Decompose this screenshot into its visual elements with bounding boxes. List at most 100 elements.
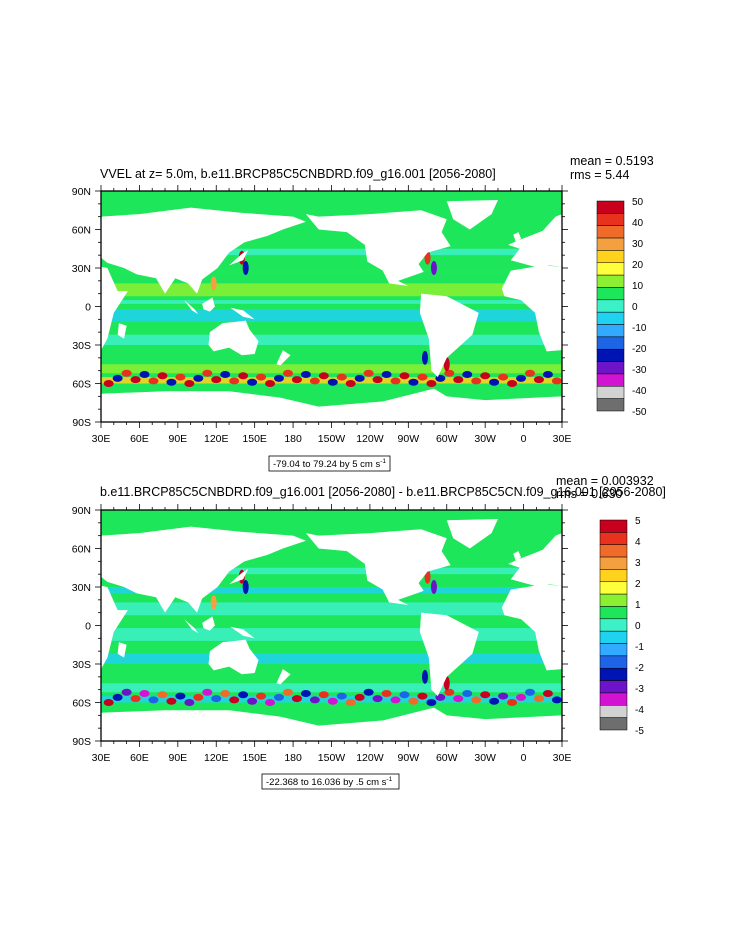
eddy-blob xyxy=(480,691,491,699)
info-label: -22.368 to 16.036 by .5 cm s-1 xyxy=(266,776,393,788)
ocean-band xyxy=(101,248,562,256)
colorbar: 50 40 30 20 10 0 -10 -20 -30 -40 -50 xyxy=(596,197,647,418)
x-tick-label: 120E xyxy=(204,433,229,445)
ocean-band xyxy=(101,619,562,623)
y-tick-label: 30S xyxy=(72,340,91,352)
colorbar: 5 4 3 2 1 0 -1 -2 -3 -4 -5 xyxy=(599,516,644,737)
y-tick-label: 60N xyxy=(72,225,91,237)
eddy-blob xyxy=(363,369,374,377)
y-tick-label: 60N xyxy=(72,544,91,556)
colorbar-swatch xyxy=(596,324,625,338)
eddy-blob xyxy=(121,688,132,696)
eddy-blob xyxy=(265,699,276,706)
eddy-blob xyxy=(282,369,293,377)
boundary-current xyxy=(242,580,249,594)
eddy-blob xyxy=(390,377,401,385)
eddy-blob xyxy=(202,688,213,696)
x-tick-label: 150W xyxy=(318,752,346,764)
ocean-band xyxy=(101,683,562,693)
colorbar-swatch xyxy=(596,336,625,350)
land-madagascar xyxy=(117,323,127,339)
eddy-blob xyxy=(551,377,562,385)
x-tick-label: 30W xyxy=(474,433,496,445)
x-tick-label: 120W xyxy=(356,433,384,445)
panel-top-vvel: VVEL at z= 5.0m, b.e11.BRCP85C5CNBDRD.f0… xyxy=(72,154,654,472)
eddy-blob xyxy=(489,378,500,386)
y-tick-label: 90S xyxy=(72,417,91,429)
colorbar-label: -5 xyxy=(635,726,644,737)
y-tick-label: 90S xyxy=(72,736,91,748)
colorbar-swatch xyxy=(599,556,628,570)
eddy-blob xyxy=(256,373,267,381)
ocean-band xyxy=(101,364,562,374)
eddy-blob xyxy=(112,374,123,382)
colorbar-label: -30 xyxy=(632,365,647,376)
ocean-band xyxy=(101,309,562,322)
land-europe-africa-west xyxy=(508,533,562,587)
eddy-blob xyxy=(426,380,437,387)
eddy-blob xyxy=(381,371,392,379)
colorbar-swatch xyxy=(596,348,625,362)
eddy-blob xyxy=(417,692,428,700)
eddy-blob xyxy=(471,377,482,385)
colorbar-swatch xyxy=(596,373,625,387)
colorbar-label: 0 xyxy=(635,621,641,632)
land-eurasia xyxy=(101,207,306,294)
land-antarctica xyxy=(101,707,562,741)
eddy-blob xyxy=(318,372,329,380)
eddy-blob xyxy=(112,693,123,701)
colorbar-swatch xyxy=(599,593,628,607)
eddy-blob xyxy=(130,376,141,384)
eddy-blob xyxy=(462,371,473,379)
mean-label: mean = 0.003932 xyxy=(556,474,654,488)
eddy-blob xyxy=(148,377,159,385)
ocean-band xyxy=(101,300,562,304)
map-plot-area: 30E 60E 90E 120E 150E 180 150W 120W 90W 60W 30W 0 30… xyxy=(72,504,571,764)
eddy-blob xyxy=(256,692,267,700)
eddy-blob xyxy=(516,374,527,382)
land-australia xyxy=(208,320,259,356)
land-japan xyxy=(229,250,249,266)
colorbar-label: -10 xyxy=(632,323,647,334)
y-tick-label: 90N xyxy=(72,186,91,198)
ocean-band xyxy=(101,268,562,275)
colorbar-swatch xyxy=(596,200,625,214)
colorbar-swatch xyxy=(596,237,625,251)
land-new-guinea xyxy=(230,626,255,639)
x-tick-label: 180 xyxy=(284,433,302,445)
eddy-blob xyxy=(193,374,204,382)
colorbar-swatch xyxy=(596,225,625,239)
eddy-blob xyxy=(157,372,168,380)
land-north-america xyxy=(305,210,451,286)
land-new-zealand xyxy=(276,669,291,685)
eddy-blob xyxy=(390,696,401,704)
colorbar-label: 4 xyxy=(635,537,641,548)
colorbar-label: -40 xyxy=(632,386,647,397)
eddy-blob xyxy=(300,371,311,379)
eddy-blob xyxy=(453,376,464,384)
x-tick-label: 60W xyxy=(436,433,458,445)
land-antarctica xyxy=(101,388,562,422)
axis-ticks: 30E 60E 90E 120E 150E 180 150W 120W 90W 60W 30W 0 30… xyxy=(72,185,572,445)
colorbar-swatch xyxy=(596,386,625,399)
colorbar-swatch xyxy=(599,532,628,545)
colorbar-swatch xyxy=(599,717,628,731)
eddy-blob xyxy=(489,697,500,705)
colorbar-label: 50 xyxy=(632,197,644,208)
eddy-blob xyxy=(309,696,320,704)
eddy-blob xyxy=(551,696,562,704)
land-new-guinea xyxy=(230,307,255,320)
x-tick-label: 30E xyxy=(553,433,572,445)
eddy-blob xyxy=(408,697,419,705)
panel-title: VVEL at z= 5.0m, b.e11.BRCP85C5CNBDRD.f0… xyxy=(100,167,496,181)
eddy-blob xyxy=(265,380,276,387)
x-tick-label: 60E xyxy=(130,433,149,445)
colorbar-label: -1 xyxy=(635,642,644,653)
eddy-blob xyxy=(327,378,338,386)
info-box: -79.04 to 79.24 by 5 cm s-1 xyxy=(268,455,391,472)
land-madagascar xyxy=(117,642,127,658)
eddy-blob xyxy=(507,699,518,706)
boundary-current xyxy=(421,669,428,684)
eddy-blob xyxy=(542,690,553,698)
eddy-blob xyxy=(345,380,356,387)
